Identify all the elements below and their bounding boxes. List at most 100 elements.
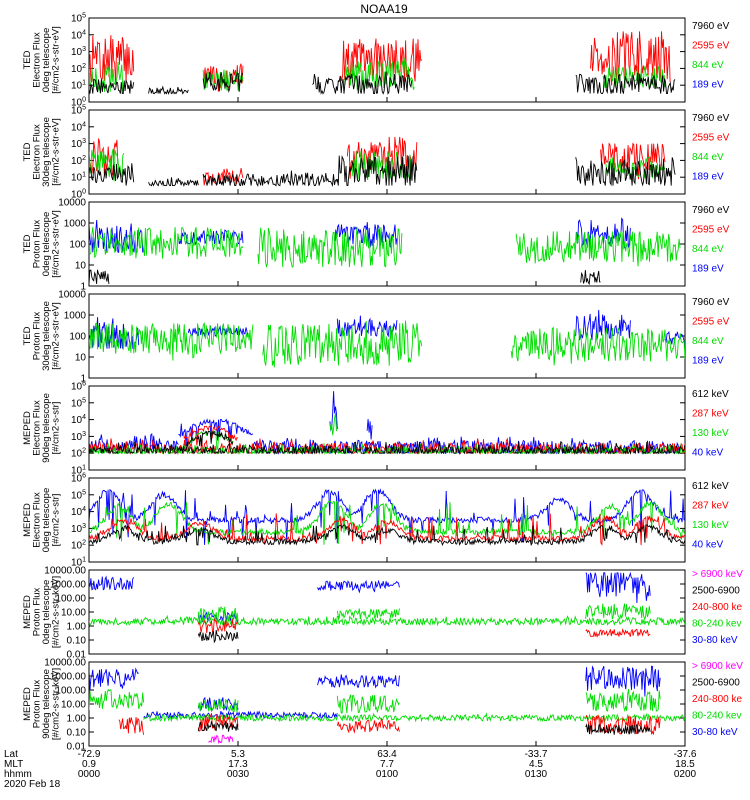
x-tick-lat: 63.4: [377, 749, 397, 760]
legend-entry: 287 keV: [692, 501, 729, 512]
x-tick-hhmm: 0100: [376, 769, 399, 780]
y-axis-label: 90deg telescope: [41, 393, 52, 463]
y-tick-label: 1.00: [67, 714, 87, 725]
y-tick-label: 100.00: [55, 594, 86, 605]
y-tick-label: 101: [71, 465, 86, 477]
panel-traces: [89, 136, 676, 187]
legend-entry: 2595 eV: [692, 317, 730, 328]
y-axis-label: MEPED: [22, 503, 33, 537]
y-tick-label: 103: [71, 46, 86, 58]
y-axis-label: Proton Flux: [32, 587, 43, 636]
series-green: [89, 603, 685, 627]
legend-entry: 2595 eV: [692, 225, 730, 236]
legend-entry: 844 eV: [692, 244, 724, 255]
y-axis-label: Electron Flux: [32, 400, 43, 456]
x-tick-mlt: 0.9: [82, 759, 96, 770]
x-tick-hhmm: 0130: [525, 769, 548, 780]
y-tick-label: 105: [71, 105, 86, 117]
y-tick-label: 10: [75, 353, 87, 364]
series-black: [197, 720, 651, 735]
x-row-label: MLT: [4, 759, 23, 770]
legend-entry: 7960 eV: [692, 113, 730, 124]
y-axis-label: MEPED: [22, 595, 33, 629]
y-tick-label: 0.10: [67, 728, 87, 739]
x-tick-mlt: 4.5: [529, 759, 543, 770]
y-axis-label: [#/cm2-s-str]: [51, 402, 62, 455]
y-axis-label: Proton Flux: [32, 219, 43, 268]
y-axis-label: [#/cm2-s-str-keV]: [51, 668, 62, 740]
x-row-label: hhmm: [4, 769, 32, 780]
y-tick-label: 1000: [64, 311, 87, 322]
legend-entry: 30-80 keV: [692, 727, 738, 738]
y-tick-label: 10: [75, 261, 87, 272]
y-tick-label: 1: [80, 374, 86, 385]
series-magenta: [208, 734, 234, 745]
y-tick-label: 106: [71, 381, 86, 393]
y-tick-label: 104: [71, 414, 86, 426]
y-axis-label: Proton Flux: [32, 311, 43, 360]
series-blue: [89, 217, 631, 254]
legend-entry: 2500-6900: [692, 585, 740, 596]
y-tick-label: 10000.00: [44, 566, 86, 577]
legend-entry: 130 keV: [692, 520, 729, 531]
y-tick-label: 100: [69, 332, 86, 343]
series-black: [89, 269, 601, 286]
y-axis-label: [#/cm2-s-str-keV]: [51, 576, 62, 648]
y-tick-label: 104: [71, 121, 86, 133]
panel-frame: [88, 109, 686, 195]
legend-entry: 40 keV: [692, 540, 723, 551]
y-tick-label: 102: [71, 63, 86, 75]
legend-entry: 80-240 kev: [692, 710, 741, 721]
y-tick-label: 0.10: [67, 636, 87, 647]
y-tick-label: 10000: [58, 198, 86, 209]
y-axis-label: 0deg telescope: [41, 28, 52, 92]
y-axis-label: 30deg telescope: [41, 301, 52, 371]
y-axis-label: TED: [22, 50, 33, 69]
x-tick-lat: -72.9: [78, 749, 101, 760]
x-tick-hhmm: 0000: [78, 769, 101, 780]
legend-entry: 80-240 kev: [692, 618, 741, 629]
legend-entry: 189 eV: [692, 356, 724, 367]
y-axis-label: MEPED: [22, 411, 33, 445]
y-axis-label: 0deg telescope: [41, 580, 52, 644]
panel-7: 0.01 0.10 1.00 10.00 100.00 1000.00 10000.00 ME…: [22, 566, 743, 661]
series-blue: [89, 488, 685, 545]
legend-entry: 612 keV: [692, 389, 729, 400]
y-tick-label: 102: [71, 155, 86, 167]
y-axis-label: Electron Flux: [32, 124, 43, 180]
y-tick-label: 100.00: [55, 686, 86, 697]
y-tick-label: 104: [71, 29, 86, 41]
y-axis-label: [#/cm2-s-str]: [51, 494, 62, 547]
y-axis-label: TED: [22, 326, 33, 345]
series-red: [118, 713, 661, 736]
legend-entry: 240-800 ke: [692, 602, 742, 613]
y-tick-label: 1000: [64, 219, 87, 230]
panel-traces: [89, 665, 685, 745]
legend-entry: 7960 eV: [692, 21, 730, 32]
y-tick-label: 105: [71, 13, 86, 25]
legend-entry: 612 keV: [692, 481, 729, 492]
y-tick-label: 106: [71, 473, 86, 485]
series-green: [89, 412, 685, 455]
series-green: [89, 500, 685, 545]
legend-entry: > 6900 keV: [692, 661, 743, 672]
x-tick-hhmm: 0200: [674, 769, 697, 780]
x-row-label: 2020 Feb 18: [4, 779, 61, 790]
y-tick-label: 0.01: [67, 650, 87, 661]
x-tick-mlt: 18.5: [675, 759, 695, 770]
panel-frame: [88, 661, 686, 747]
panel-traces: [89, 391, 685, 455]
y-tick-label: 10.00: [61, 700, 86, 711]
y-axis-label: MEPED: [22, 687, 33, 721]
y-axis-label: 30deg telescope: [41, 117, 52, 187]
legend-entry: 7960 eV: [692, 297, 730, 308]
y-tick-label: 104: [71, 506, 86, 518]
x-tick-hhmm: 0030: [227, 769, 250, 780]
series-black: [89, 155, 676, 187]
series-green: [89, 688, 685, 723]
y-tick-label: 10000.00: [44, 658, 86, 669]
